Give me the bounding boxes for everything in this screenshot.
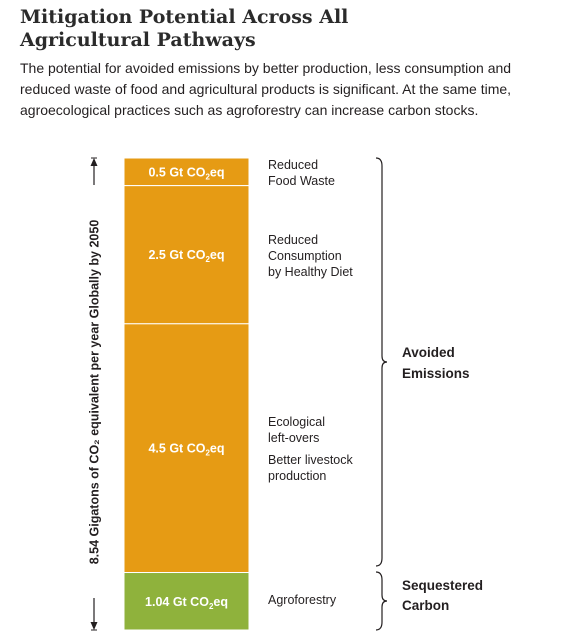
axis-arrow-down-icon [90, 622, 98, 630]
chart-title-line-1: Mitigation Potential Across All [20, 6, 349, 28]
bar-value-label-1: 0.5 Gt CO2eq [148, 165, 224, 181]
bar-value-label-4: 1.04 Gt CO2eq [145, 595, 228, 611]
bar-segment-2 [123, 185, 250, 325]
chart-subtitle: The potential for avoided emissions by b… [20, 60, 512, 118]
chart-title: Mitigation Potential Across All Agricult… [20, 6, 560, 52]
category-label-3: Ecological left-overs Better livestock prod… [268, 415, 354, 483]
bar-segment-3 [123, 323, 250, 574]
bar-value-label-3: 4.5 Gt CO2eq [148, 442, 224, 458]
chart-title-line-2: Agricultural Pathways [20, 29, 256, 51]
avoided-emissions-label: Avoided Emissions [402, 345, 470, 381]
sequestered-carbon-label: Sequestered Carbon [402, 578, 483, 613]
category-label-2: Reduced Consumption by Healthy Diet [268, 233, 353, 279]
category-label-1: Reduced Food Waste [268, 158, 335, 188]
bar-segment-4 [123, 572, 250, 631]
sequestered-carbon-brace [375, 571, 388, 631]
avoided-emissions-brace [375, 157, 388, 567]
bar-value-label-2: 2.5 Gt CO2eq [148, 248, 224, 264]
y-axis-label: 8.54 Gigatons of CO₂ equivalent per year… [88, 220, 102, 565]
axis-arrow-up-icon [90, 158, 98, 166]
category-label-4: Agroforestry [268, 593, 337, 607]
